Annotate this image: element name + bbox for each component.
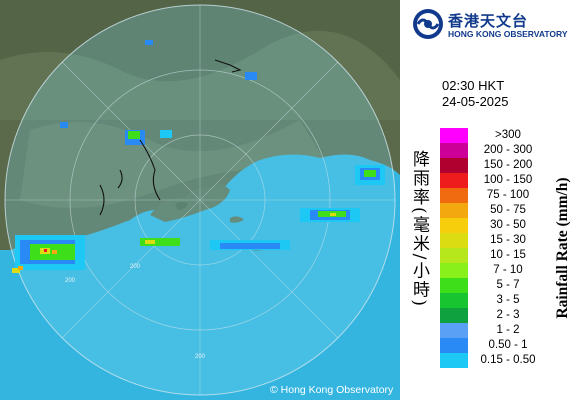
legend-range-label: 2 - 3 bbox=[496, 309, 520, 321]
legend-row: 3 - 5 bbox=[440, 293, 576, 308]
legend-swatch bbox=[440, 323, 468, 338]
legend-swatch bbox=[440, 308, 468, 323]
legend-title-en-wrap: Rainfall Rate (mm/h) bbox=[552, 128, 576, 368]
legend-row: 10 - 15 bbox=[440, 248, 576, 263]
legend-swatch bbox=[440, 278, 468, 293]
hko-logo-icon bbox=[413, 9, 443, 39]
legend-swatch bbox=[440, 173, 468, 188]
legend-row: 15 - 30 bbox=[440, 233, 576, 248]
legend-range-label: 7 - 10 bbox=[493, 264, 523, 276]
radar-map-image: 200 200 200 bbox=[0, 0, 400, 400]
legend-swatch bbox=[440, 203, 468, 218]
legend-row: 100 - 150 bbox=[440, 173, 576, 188]
legend-row: 30 - 50 bbox=[440, 218, 576, 233]
legend-row: 0.15 - 0.50 bbox=[440, 353, 576, 368]
rain-echo-layer bbox=[12, 40, 385, 273]
org-name-en: HONG KONG OBSERVATORY bbox=[448, 29, 568, 39]
radar-map: 200 200 200 bbox=[0, 0, 400, 400]
legend-range-label: 150 - 200 bbox=[483, 159, 533, 171]
legend-swatch bbox=[440, 128, 468, 143]
legend-row: 75 - 100 bbox=[440, 188, 576, 203]
legend-range-label: 75 - 100 bbox=[486, 189, 530, 201]
org-logo: 香港天文台 HONG KONG OBSERVATORY bbox=[412, 8, 572, 44]
legend-range-label: 10 - 15 bbox=[490, 249, 526, 261]
legend-range-label: 0.15 - 0.50 bbox=[480, 354, 536, 366]
observation-date: 24-05-2025 bbox=[442, 94, 509, 109]
legend-swatch bbox=[440, 143, 468, 158]
legend-row: 5 - 7 bbox=[440, 278, 576, 293]
legend-swatch bbox=[440, 188, 468, 203]
legend-swatch bbox=[440, 338, 468, 353]
legend-row: >300 bbox=[440, 128, 576, 143]
legend-swatch bbox=[440, 263, 468, 278]
legend-row: 200 - 300 bbox=[440, 143, 576, 158]
legend-range-label: 30 - 50 bbox=[490, 219, 526, 231]
legend-range-label: 50 - 75 bbox=[490, 204, 526, 216]
legend-range-label: 3 - 5 bbox=[496, 294, 520, 306]
legend-swatch bbox=[440, 293, 468, 308]
legend-range-label: >300 bbox=[495, 129, 521, 141]
legend-swatch bbox=[440, 353, 468, 368]
legend-swatch bbox=[440, 158, 468, 173]
legend-row: 7 - 10 bbox=[440, 263, 576, 278]
legend-title-zh: 降雨率(毫米/小時) bbox=[409, 150, 429, 308]
legend-range-label: 200 - 300 bbox=[483, 144, 533, 156]
org-name-zh: 香港天文台 bbox=[448, 12, 529, 30]
coastline bbox=[99, 59, 242, 216]
legend-range-label: 1 - 2 bbox=[496, 324, 520, 336]
range-mark: 200 bbox=[65, 278, 76, 284]
range-mark: 200 bbox=[130, 264, 141, 270]
legend-row: 2 - 3 bbox=[440, 308, 576, 323]
range-mark: 200 bbox=[195, 354, 206, 360]
legend-swatch bbox=[440, 233, 468, 248]
legend-title-en: Rainfall Rate (mm/h) bbox=[554, 177, 571, 319]
legend-range-label: 0.50 - 1 bbox=[488, 339, 528, 351]
legend-swatch bbox=[440, 248, 468, 263]
legend-range-label: 15 - 30 bbox=[490, 234, 526, 246]
legend-swatch bbox=[440, 218, 468, 233]
legend-row: 50 - 75 bbox=[440, 203, 576, 218]
legend-row: 150 - 200 bbox=[440, 158, 576, 173]
copyright-text: © Hong Kong Observatory bbox=[270, 384, 394, 396]
info-panel: 香港天文台 HONG KONG OBSERVATORY 02:30 HKT 24… bbox=[400, 0, 577, 400]
legend-range-label: 5 - 7 bbox=[496, 279, 520, 291]
legend-range-label: 100 - 150 bbox=[483, 174, 533, 186]
observation-time: 02:30 HKT bbox=[442, 78, 505, 93]
legend-row: 0.50 - 1 bbox=[440, 338, 576, 353]
legend-row: 1 - 2 bbox=[440, 323, 576, 338]
